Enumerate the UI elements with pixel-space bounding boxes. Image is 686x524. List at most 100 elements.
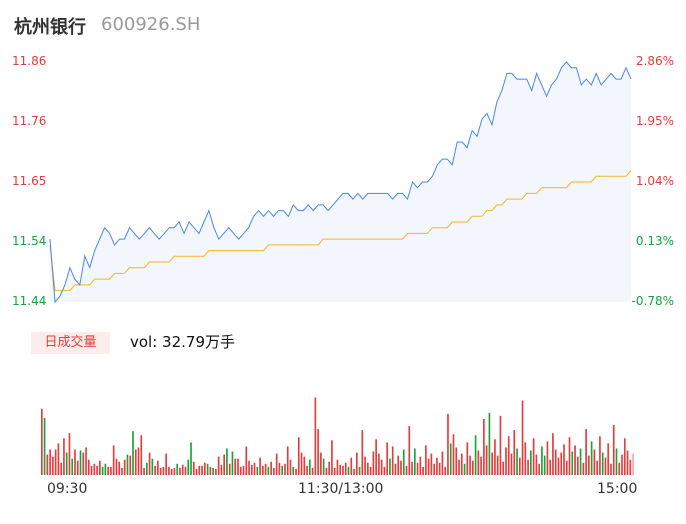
- volume-bar: [212, 467, 214, 475]
- volume-bar: [588, 455, 590, 475]
- volume-bar: [521, 400, 524, 475]
- volume-bar: [405, 465, 408, 475]
- volume-bar: [494, 439, 496, 475]
- volume-bar: [579, 448, 582, 475]
- volume-bar: [499, 415, 502, 475]
- volume-bar: [129, 455, 132, 475]
- volume-bar: [367, 462, 369, 475]
- volume-bar: [632, 453, 634, 475]
- volume-bar: [231, 451, 234, 475]
- volume-bar: [629, 459, 632, 475]
- volume-bar: [49, 449, 51, 475]
- volume-bar: [527, 459, 529, 475]
- volume-bar: [331, 440, 333, 475]
- volume-bar: [209, 466, 212, 475]
- volume-bar: [626, 450, 629, 475]
- volume-bar: [485, 445, 488, 475]
- volume-bar: [546, 441, 549, 475]
- volume-bar: [397, 455, 400, 475]
- volume-bar: [162, 466, 165, 475]
- volume-bar: [355, 452, 358, 475]
- volume-bar: [303, 456, 306, 475]
- volume-bar: [99, 460, 101, 475]
- volume-bar: [256, 466, 259, 475]
- volume-bar: [320, 452, 322, 475]
- volume-bar: [181, 464, 184, 475]
- stock-code: 600926.SH: [101, 14, 201, 35]
- volume-bar: [427, 458, 430, 475]
- price-line: [49, 61, 632, 304]
- volume-bar: [57, 443, 60, 475]
- volume-bar: [284, 463, 286, 475]
- volume-bar: [60, 462, 62, 475]
- volume-bar: [176, 463, 179, 475]
- volume-bar: [413, 448, 416, 475]
- volume-bar: [416, 462, 419, 475]
- volume-bar: [137, 447, 140, 475]
- volume-bar: [336, 459, 339, 475]
- volume-bar: [76, 460, 79, 475]
- volume-bar: [322, 458, 325, 475]
- volume-bar: [63, 438, 65, 475]
- volume-bar: [477, 450, 480, 475]
- volume-bar: [524, 442, 527, 475]
- volume-bar: [239, 466, 242, 475]
- volume-readout: vol: 32.79万手: [130, 333, 235, 351]
- volume-bar: [192, 461, 195, 475]
- volume-bar: [538, 463, 540, 475]
- volume-bar: [425, 445, 427, 475]
- volume-bar: [623, 438, 626, 475]
- volume-bar: [350, 457, 353, 475]
- volume-bar: [574, 445, 576, 475]
- volume-bar: [530, 450, 532, 475]
- volume-bar: [123, 459, 126, 475]
- volume-bar: [206, 463, 209, 475]
- volume-bar: [402, 449, 405, 475]
- volume-bar: [220, 464, 223, 475]
- volume-bar: [250, 464, 253, 475]
- volume-bar: [148, 452, 151, 475]
- volume-bar: [308, 459, 311, 475]
- volume-bar: [444, 466, 447, 475]
- volume-bar: [90, 465, 93, 475]
- volume-bar: [618, 462, 621, 475]
- volume-bar: [474, 435, 477, 475]
- volume-bar: [198, 465, 201, 475]
- volume-bar: [419, 456, 422, 475]
- volume-bar: [159, 467, 162, 475]
- volume-bar: [110, 466, 112, 475]
- volume-bar: [317, 429, 319, 475]
- volume-bar: [245, 446, 248, 475]
- volume-bar: [253, 462, 256, 475]
- x-tick-open: 09:30: [47, 481, 88, 497]
- volume-bar: [585, 429, 587, 475]
- volume-bar: [394, 463, 397, 475]
- volume-bar: [612, 425, 615, 475]
- volume-bar: [165, 453, 167, 475]
- volume-bar: [383, 466, 386, 475]
- volume-bar: [391, 446, 394, 475]
- volume-bar: [87, 459, 90, 475]
- volume-bar: [621, 454, 623, 475]
- volume-bar: [82, 452, 85, 475]
- volume-bar: [339, 464, 342, 475]
- volume-bar: [422, 466, 424, 475]
- volume-bar: [195, 468, 198, 475]
- volume-bar: [438, 462, 441, 475]
- volume-bar: [472, 460, 474, 475]
- volume-tab-button[interactable]: 日成交量: [31, 332, 110, 354]
- volume-bar: [295, 468, 297, 475]
- volume-bar: [275, 453, 278, 475]
- volume-bar: [576, 456, 579, 475]
- volume-bar: [154, 465, 156, 475]
- volume-bar: [568, 437, 571, 475]
- volume-bar: [170, 468, 173, 475]
- volume-bar: [68, 433, 71, 475]
- volume-bar: [516, 448, 518, 475]
- volume-bar: [325, 467, 328, 475]
- volume-bar: [571, 451, 574, 475]
- volume-bar: [234, 458, 237, 475]
- volume-bar: [104, 463, 107, 475]
- volume-bar: [126, 454, 129, 475]
- volume-bar: [535, 454, 538, 475]
